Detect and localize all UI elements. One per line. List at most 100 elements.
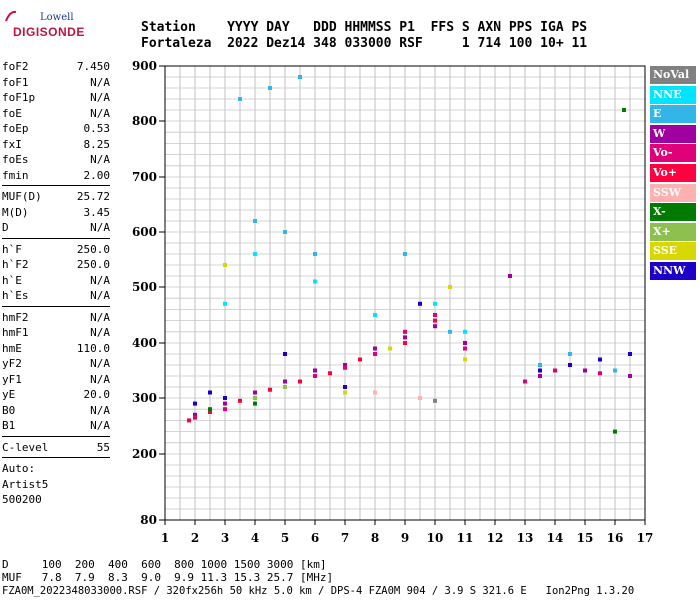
data-point-w [223,401,227,406]
param-value: N/A [90,357,110,370]
footer-muf-row: MUF 7.8 7.9 8.3 9.0 9.9 11.3 15.3 25.7 [… [2,571,334,584]
legend-item-e: E [650,105,696,124]
legend-item-noval: NoVal [650,66,696,84]
data-point-x [613,429,617,434]
data-point-w [313,368,317,373]
param-value: N/A [90,273,110,287]
param-label: hmE [2,341,22,355]
data-point-nne [463,329,467,334]
legend-item-vo: Vo- [650,144,696,163]
data-point-vo [208,410,212,414]
param-row-yf2: yF2 N/A [2,356,110,372]
data-point-vo [223,407,227,412]
data-point-nnw [283,352,287,356]
data-point-e [283,230,287,234]
data-point-vo [328,371,332,376]
data-point-vo [193,415,197,420]
param-label: yF1 [2,372,22,386]
legend-item-x: X+ [650,222,696,241]
param-label: foE [2,106,22,120]
param-label: h`F [2,242,22,256]
param-label: foF2 [2,60,29,73]
param-value: 25.72 [76,190,110,203]
param-row-fxi: fxI 8.25 [2,137,110,153]
header-columns: Station YYYY DAY DDD HHMMSS P1 FFS S AXN… [141,20,588,35]
param-row-foep: foEp 0.53 [2,121,110,137]
auto-line: Artist5 [2,477,49,491]
x-tick-label: 4 [251,531,259,545]
data-point-e [538,363,542,367]
param-value: 110.0 [76,341,110,355]
param-separator [2,185,110,186]
param-row-he: h`E N/A [2,273,110,289]
param-row-foe: foE N/A [2,106,110,122]
data-point-w [583,368,587,373]
param-row-fof1: foF1 N/A [2,75,110,91]
data-point-nnw [193,401,197,406]
x-tick-label: 11 [457,531,474,545]
param-value: N/A [90,326,110,339]
x-tick-label: 1 [161,531,169,545]
data-point-vo [463,346,467,351]
param-value: 2.00 [83,168,111,182]
data-point-nne [433,301,437,306]
param-row-hf2: h`F2 250.0 [2,257,110,273]
param-row-b0: B0 N/A [2,403,110,419]
data-point-vo [403,329,407,334]
legend-item-vo: Vo+ [650,163,696,182]
data-point-x [283,385,287,389]
param-row-ye: yE 20.0 [2,387,110,403]
param-label: MUF(D) [2,190,42,203]
param-row-hes: h`Es N/A [2,288,110,304]
x-tick-label: 6 [311,531,319,545]
data-point-w [193,412,197,417]
data-point-ssw [373,390,377,395]
data-point-vo [268,387,272,392]
footer-distance-row: D 100 200 400 600 800 1000 1500 3000 [km… [2,558,327,571]
x-tick-label: 17 [637,531,654,545]
param-row-hf: h`F 250.0 [2,242,110,258]
param-value: 250.0 [76,258,110,271]
param-row-hme: hmE 110.0 [2,341,110,357]
param-label: fxI [2,137,22,151]
param-value: 0.53 [83,122,111,135]
data-point-w [403,335,407,340]
data-point-sse [343,390,347,395]
x-tick-label: 10 [427,531,444,545]
data-point-vo [187,418,191,423]
y-tick-label: 600 [132,225,157,239]
param-label: h`F2 [2,258,29,271]
param-row-mufd: MUF(D) 25.72 [2,189,110,205]
param-value: N/A [90,91,110,104]
param-value: 20.0 [83,388,111,401]
param-value: 7.450 [76,60,110,73]
data-point-nne [223,301,227,306]
legend-item-w: W [650,124,696,143]
y-tick-label: 80 [140,513,157,527]
data-point-nne [313,279,317,284]
param-row-d: D N/A [2,220,110,236]
param-row-fmin: fmin 2.00 [2,168,110,184]
data-point-w [343,363,347,367]
param-value: 8.25 [83,137,111,151]
param-row-hmf1: hmF1 N/A [2,325,110,341]
data-point-w [373,346,377,351]
y-tick-label: 400 [132,336,157,350]
y-tick-label: 800 [132,114,157,128]
param-value: N/A [90,289,110,302]
data-point-w [538,374,542,378]
legend-item-x: X- [650,203,696,222]
param-separator [2,435,110,437]
param-label: yE [2,388,16,401]
data-point-e [568,352,572,356]
auto-line: 500200 [2,493,42,506]
x-tick-label: 8 [371,531,379,545]
x-tick-label: 14 [547,531,564,545]
data-point-w [628,374,632,378]
legend-item-ssw: SSW [650,183,696,202]
x-tick-label: 13 [517,531,534,545]
data-point-vo [358,357,362,362]
data-point-sse [463,357,467,362]
param-label: hmF2 [2,310,29,324]
data-point-nnw [598,357,602,362]
